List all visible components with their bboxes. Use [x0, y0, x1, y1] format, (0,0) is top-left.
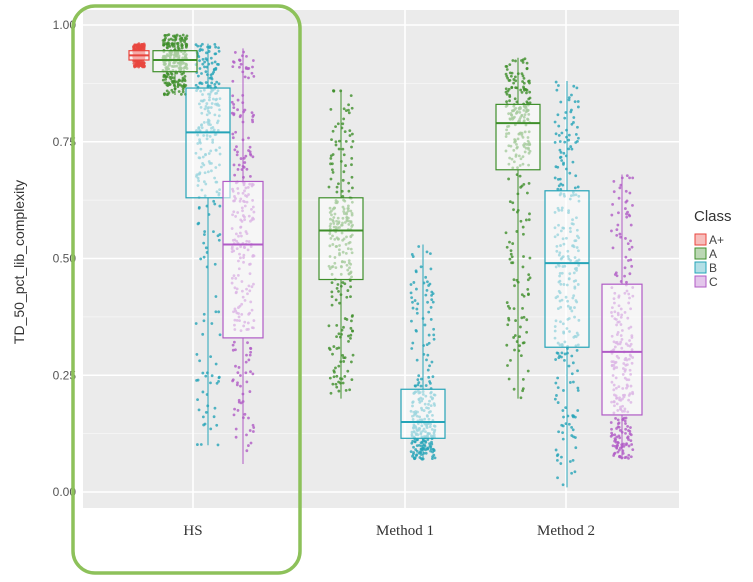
legend: Class A+ABC	[694, 208, 732, 289]
legend-label: A+	[709, 233, 724, 247]
legend-label: C	[709, 275, 718, 289]
legend-swatch	[694, 233, 707, 246]
legend-title: Class	[694, 208, 732, 225]
x-tick-label: Method 2	[537, 523, 595, 539]
y-tick-label: 0.25	[53, 368, 77, 382]
x-tick-label: HS	[183, 523, 202, 539]
y-axis-ticks: 0.00 0.25 0.50 0.75 1.00	[53, 18, 77, 499]
legend-swatch	[694, 275, 707, 288]
y-tick-label: 1.00	[53, 18, 77, 32]
y-tick-label: 0.75	[53, 135, 77, 149]
box-method-1-B	[400, 244, 446, 460]
box-iqr	[222, 180, 264, 339]
legend-label: B	[709, 261, 717, 275]
y-tick-label: 0.50	[53, 252, 77, 266]
box-iqr	[400, 388, 446, 439]
hs-highlight-frame	[71, 4, 302, 575]
box-method-1-A	[318, 90, 364, 399]
box-iqr	[544, 190, 590, 348]
box-hs-B	[185, 43, 231, 446]
box-iqr	[152, 50, 198, 73]
box-iqr	[495, 103, 541, 171]
box-iqr	[601, 283, 643, 416]
box-hs-C	[222, 48, 264, 464]
box-iqr	[318, 197, 364, 281]
y-tick-label: 0.00	[53, 485, 77, 499]
box-hs-A	[152, 34, 198, 96]
legend-swatch	[694, 247, 707, 260]
box-hs-A+	[128, 43, 150, 68]
box-iqr	[185, 87, 231, 199]
box-method-2-C	[601, 174, 643, 460]
x-axis-ticks: HS Method 1 Method 2	[183, 523, 595, 539]
box-method-2-B	[544, 81, 590, 488]
boxes	[128, 34, 643, 488]
x-tick-label: Method 1	[376, 523, 434, 539]
legend-swatch	[694, 261, 707, 274]
y-axis-title: TD_50_pct_lib_complexity	[11, 180, 27, 344]
legend-label: A	[709, 247, 717, 261]
box-method-2-A	[495, 57, 541, 399]
